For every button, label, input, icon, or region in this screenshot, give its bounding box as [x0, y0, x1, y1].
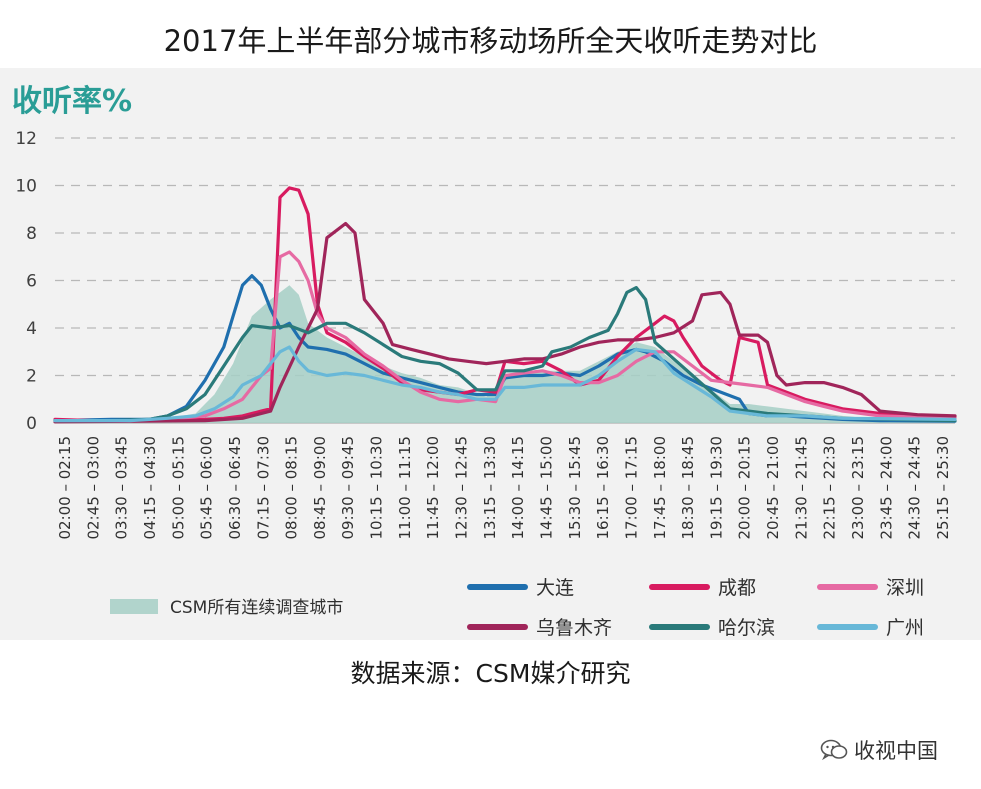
- x-tick-label: 17:00 – 17:15: [622, 436, 640, 540]
- x-tick-label: 22:15 – 22:30: [821, 436, 839, 540]
- source-note: 数据来源：CSM媒介研究: [350, 659, 631, 688]
- series-line-成都: [53, 186, 957, 423]
- x-tick-label: 24:30 – 24:45: [906, 436, 924, 540]
- x-tick-label: 16:15 – 16:30: [594, 436, 612, 540]
- legend-area-label: CSM所有连续调查城市: [170, 598, 343, 618]
- watermark-text: 收视中国: [854, 739, 938, 763]
- x-tick-label: 23:00 – 23:15: [849, 436, 867, 540]
- legend-label: 大连: [536, 577, 574, 599]
- legend-label: 广州: [886, 617, 924, 639]
- y-tick-label: 0: [26, 414, 37, 434]
- x-tick-label: 02:00 – 02:15: [56, 436, 74, 540]
- chart-svg: 0 2 4 6 8 10 12 02:00 – 02:15 02:45 – 03:00 03:30…: [15, 129, 957, 639]
- x-tick-label: 13:15 – 13:30: [481, 436, 499, 539]
- x-tick-label: 21:30 – 21:45: [792, 436, 810, 540]
- x-tick-label: 17:45 – 18:00: [651, 436, 669, 540]
- x-tick-label: 18:30 – 18:45: [679, 436, 697, 540]
- y-tick-label: 12: [15, 129, 37, 149]
- x-tick-label: 09:30 – 09:45: [339, 436, 357, 540]
- x-tick-label: 03:30 – 03:45: [113, 436, 131, 540]
- x-tick-label: 07:15 – 07:30: [254, 436, 272, 540]
- y-axis-label: 收听率%: [12, 84, 133, 119]
- x-tick-label: 06:30 – 06:45: [226, 436, 244, 540]
- x-tick-label: 02:45 – 03:00: [84, 436, 102, 540]
- x-tick-label: 14:45 – 15:00: [537, 436, 555, 540]
- chart-panel: [0, 68, 981, 640]
- x-tick-label: 20:45 – 21:00: [764, 436, 782, 540]
- wechat-icon: [820, 739, 848, 761]
- x-tick-label: 04:15 – 04:30: [141, 436, 159, 540]
- x-tick-label: 10:15 – 10:30: [368, 436, 386, 540]
- x-tick-label: 05:45 – 06:00: [198, 436, 216, 540]
- x-tick-label: 08:00 – 08:15: [283, 436, 301, 540]
- x-tick-label: 19:15 – 19:30: [707, 436, 725, 540]
- y-tick-label: 4: [26, 319, 37, 339]
- y-tick-label: 2: [26, 367, 37, 387]
- watermark: 收视中国: [820, 735, 938, 765]
- legend-label: 成都: [718, 577, 756, 599]
- x-tick-label: 05:00 – 05:15: [169, 436, 187, 540]
- chart-title: 2017年上半年部分城市移动场所全天收听走势对比: [163, 24, 818, 58]
- legend-label: 乌鲁木齐: [536, 617, 612, 639]
- series-line-广州: [53, 345, 957, 423]
- y-tick-label: 8: [26, 224, 37, 244]
- series-line-乌鲁木齐: [53, 221, 957, 424]
- x-tick-label: 25:15 – 25:30: [934, 436, 952, 540]
- legend-area-swatch: [110, 599, 158, 614]
- x-tick-label: 11:00 – 11:15: [396, 436, 414, 540]
- y-tick-label: 10: [15, 177, 37, 197]
- x-tick-label: 23:45 – 24:00: [877, 436, 895, 540]
- series-line-哈尔滨: [53, 286, 957, 423]
- x-tick-label: 12:30 – 12:45: [453, 436, 471, 540]
- legend-label: 哈尔滨: [718, 617, 775, 639]
- y-tick-label: 6: [26, 272, 37, 292]
- x-tick-label: 20:00 – 20:15: [736, 436, 754, 540]
- x-tick-label: 11:45 – 12:00: [424, 436, 442, 540]
- x-tick-label: 15:30 – 15:45: [566, 436, 584, 540]
- x-tick-label: 08:45 – 09:00: [311, 436, 329, 540]
- legend-label: 深圳: [886, 577, 924, 599]
- x-tick-label: 14:00 – 14:15: [509, 436, 527, 540]
